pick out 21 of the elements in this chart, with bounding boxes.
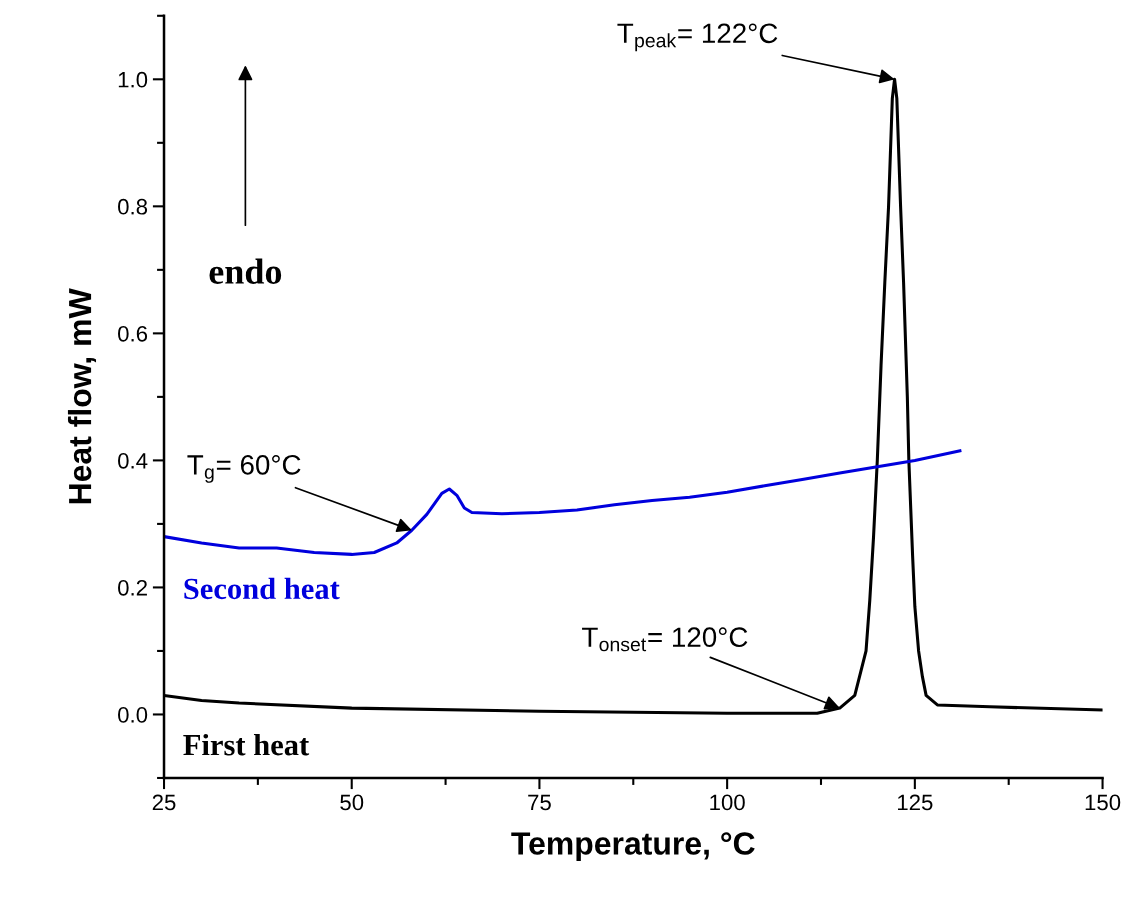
x-tick-label: 25 (152, 794, 176, 811)
y-tick-label: 0.2 (118, 579, 147, 596)
series-label: Second heat (184, 577, 340, 600)
series-label: First heat (183, 733, 310, 756)
y-tick-label: 0.6 (118, 325, 148, 342)
line-series (164, 449, 962, 556)
y-axis-title: Heat flow, mW (67, 288, 97, 504)
y-tick-label: 1.0 (118, 71, 148, 88)
annotation: T$_{onset}$= 120°C (582, 627, 748, 652)
x-tick-label: 50 (340, 794, 364, 811)
x-tick-label: 125 (898, 794, 933, 811)
x-tick-label: 75 (528, 794, 551, 811)
y-tick-label: 0.8 (118, 198, 148, 215)
annotation: T$_{peak}$= 122°C (617, 23, 778, 52)
x-tick-label: 150 (1085, 794, 1121, 811)
y-tick-label: 0.4 (118, 452, 148, 469)
y-tick-label: 0.0 (118, 706, 148, 723)
x-axis-title: Temperature, °C (511, 832, 755, 862)
annotation: endo (209, 258, 282, 284)
x-tick-label: 100 (710, 794, 745, 811)
annotation: T$_{g}$= 60°C (187, 454, 301, 483)
